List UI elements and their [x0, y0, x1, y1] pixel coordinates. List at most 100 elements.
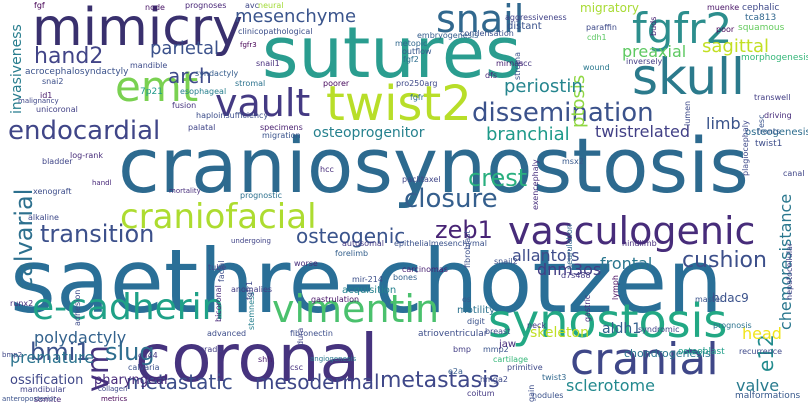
word-mimicry: mimicry — [32, 0, 243, 58]
word-synostosis: synostosis — [488, 294, 728, 348]
word-bmp2: bmp2 — [2, 351, 23, 359]
word-periostin: periostin — [504, 76, 583, 97]
word-allantois: allantois — [512, 246, 580, 265]
word-bladder: bladder — [42, 157, 73, 166]
word-anteroposterior: anteroposterior — [2, 395, 57, 403]
word-premature: premature — [10, 348, 95, 367]
word-master: master — [695, 295, 724, 304]
word-hcc: hcc — [320, 165, 334, 174]
word-clinicopathological: clinicopathological — [238, 27, 313, 36]
word-metastasis: metastasis — [380, 368, 500, 393]
word-bmp: bmp — [453, 345, 471, 354]
word-tca813: tca813 — [745, 13, 777, 23]
word-sutures: sutures — [262, 12, 522, 94]
word-coronal: coronal — [135, 320, 379, 397]
word-driving: driving — [764, 111, 792, 120]
word-fronts: fronts — [757, 127, 781, 136]
word-hdac9: hdac9 — [712, 291, 749, 305]
word-exencephaly: exencephaly — [531, 159, 540, 210]
word-skeleton: skeleton — [530, 325, 589, 341]
word-mandibular: mandibular — [20, 385, 66, 394]
word-twist2: twist2 — [326, 76, 472, 132]
word-hand2: hand2 — [34, 44, 104, 69]
word-acrocephalosyndactyly: acrocephalosyndactyly — [25, 67, 129, 77]
word-endocardial: endocardial — [8, 116, 161, 146]
word-vault: vault — [215, 81, 311, 125]
word-saethre-chotzen: saethre-chotzen — [10, 230, 723, 333]
word-sagittal: sagittal — [702, 36, 769, 57]
word-pharyngeal: pharyngeal — [94, 373, 168, 388]
word-poorer: poorer — [323, 79, 350, 88]
word-transwell: transwell — [754, 93, 791, 102]
word-canal: canal — [783, 169, 805, 178]
word-gastrulation: gastrulation — [311, 295, 360, 304]
word-forelimb: forelimb — [335, 249, 369, 258]
word-fgfr3: fgfr — [410, 93, 424, 102]
word-adhesion: hepatocellular — [785, 242, 794, 300]
word-d7s488: d7s488 — [561, 271, 591, 280]
word-facial: facial — [217, 260, 226, 282]
word-limb: limb — [706, 114, 741, 133]
word-lumen: lumen — [683, 100, 692, 126]
word-mesenchyme: mesenchyme — [235, 6, 357, 27]
word-mirnas: mirnas — [496, 59, 524, 68]
word-shh: shh — [258, 355, 273, 364]
word-undergoing: undergoing — [231, 237, 271, 245]
word-os: os — [462, 295, 472, 304]
word-prognoses: prognoses — [185, 1, 227, 10]
word-recurrence: recurrence — [739, 347, 783, 356]
word-syndromic: syndromic — [638, 325, 680, 334]
word-squamous: squamous — [738, 23, 785, 33]
word-cd44: cd44 — [138, 351, 158, 360]
word-acquisition: acquisition — [342, 285, 397, 296]
word-handl: handl — [92, 179, 112, 187]
word-vimentin: vimentin — [272, 287, 440, 331]
word-inversely: inversely — [626, 57, 663, 66]
word-pro250arg: pro250arg — [396, 79, 438, 88]
word-fgfr: plagiocephaly — [741, 120, 750, 176]
word-mortality: mortality — [169, 187, 201, 195]
word-mesodermal: mesodermal — [255, 370, 380, 394]
word-frontal: frontal — [600, 254, 653, 273]
word-osteoblast: osteoblast — [678, 347, 725, 357]
word-esc: esc — [757, 114, 766, 129]
word-7p21: 7p21 — [140, 87, 163, 97]
word-metastatic: metastatic — [126, 370, 233, 394]
word-syndactyly: syndactyly — [195, 69, 239, 78]
word-head: head — [742, 324, 782, 343]
word-polydactyly: polydactyly — [34, 328, 127, 347]
word-neural: fgfr3 — [240, 41, 257, 49]
word-sclerotome: sclerotome — [566, 376, 655, 395]
word-poor: poor — [716, 25, 735, 34]
word-calvarial: calvarial — [10, 188, 38, 290]
word-outflow: outflow — [402, 47, 432, 56]
word-grade: grade — [199, 345, 223, 354]
word-worse: worse — [294, 259, 318, 268]
word-snail1: snail1 — [256, 59, 280, 68]
word-craniofacial: craniofacial — [120, 197, 317, 237]
word-fibronectin: fibronectin — [290, 329, 333, 338]
word-aldh1: aldh1 — [602, 321, 642, 337]
word-mir-214: mir-214 — [352, 275, 383, 284]
word-autosomal: autosomal — [342, 239, 384, 248]
word-chondrogenesis: chondrogenesis — [624, 347, 711, 360]
word-ossification: ossification — [10, 373, 84, 388]
word-neck: neck — [527, 321, 547, 330]
word-dfs: dfs — [485, 71, 498, 80]
word-dnm3os: dnm3os — [537, 260, 602, 279]
word-fgf: fgf — [34, 1, 45, 10]
word-jaw: jaw — [499, 339, 517, 350]
word-specimens: specimens — [260, 123, 303, 132]
word-cephalic: cephalic — [742, 3, 780, 13]
word-somite: somite — [34, 395, 62, 404]
word-crest: crest — [468, 164, 528, 192]
word-morphogenesis: morphogenesis — [741, 53, 808, 63]
word-e2a: e2a — [448, 367, 463, 376]
word-craniosynostosis: craniosynostosis — [118, 121, 749, 210]
word-prognostic: prognostic — [240, 191, 283, 200]
word-osteoprogenitor: osteoprogenitor — [313, 125, 425, 141]
word-fgf2: fgf2 — [403, 55, 419, 64]
word-malignancy: malignancy — [18, 97, 59, 105]
word-id1: id1 — [40, 91, 53, 100]
